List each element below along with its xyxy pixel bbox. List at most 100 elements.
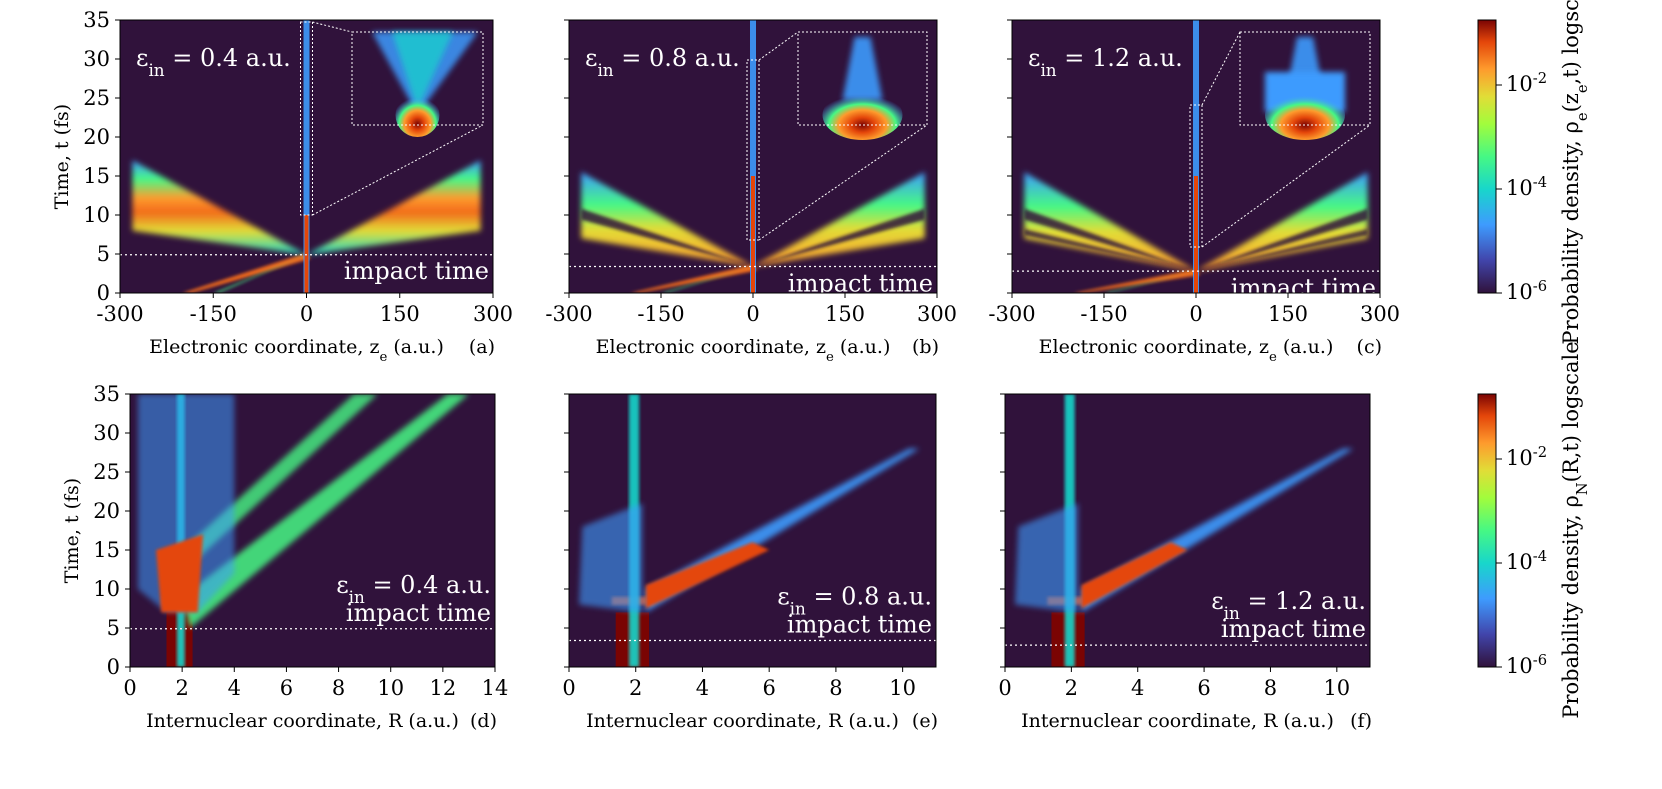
impact-label: impact time bbox=[346, 599, 491, 627]
x-tick-label: 2 bbox=[175, 676, 188, 700]
outgoing-fan-right bbox=[753, 172, 925, 267]
x-tick-label: 14 bbox=[482, 676, 509, 700]
outgoing-fan-left bbox=[1024, 172, 1196, 272]
panel-c: εin​ = 1.2 a.u.impact time-300-150015030… bbox=[988, 19, 1400, 365]
incoming-beam bbox=[182, 252, 311, 293]
impact-label: impact time bbox=[787, 610, 932, 638]
heatmap-features bbox=[1014, 394, 1354, 667]
x-axis-label: Internuclear coordinate, R (a.u.) bbox=[146, 710, 459, 732]
x-tick-label: 150 bbox=[825, 302, 865, 326]
x-tick-label: 0 bbox=[746, 302, 759, 326]
x-tick-label: 4 bbox=[228, 676, 241, 700]
y-tick-label: 5 bbox=[107, 616, 120, 640]
x-tick-label: 6 bbox=[762, 676, 775, 700]
excited-core bbox=[156, 534, 203, 613]
impact-label: impact time bbox=[1231, 274, 1376, 302]
y-axis-label: Time, t (fs) bbox=[61, 478, 83, 583]
x-axis-label: Electronic coordinate, ze​ (a.u.) bbox=[596, 336, 891, 365]
x-tick-label: 8 bbox=[829, 676, 842, 700]
dissociation-channel bbox=[182, 394, 469, 628]
x-tick-label: -150 bbox=[1080, 302, 1127, 326]
heatmap-features bbox=[581, 20, 925, 293]
y-tick-label: 10 bbox=[83, 203, 110, 227]
impact-label: impact time bbox=[344, 257, 489, 285]
dissociation-core bbox=[1081, 542, 1188, 609]
x-tick-label: 0 bbox=[562, 676, 575, 700]
inset-content bbox=[1265, 37, 1345, 140]
bound-column bbox=[1193, 20, 1199, 293]
x-tick-label: -300 bbox=[545, 302, 592, 326]
zoom-region bbox=[1189, 104, 1203, 248]
inset-frame bbox=[1239, 31, 1371, 126]
plot-frame bbox=[129, 393, 496, 668]
panel-tag: (d) bbox=[470, 710, 497, 732]
panel-tag: (a) bbox=[469, 336, 495, 358]
panel-tag: (b) bbox=[912, 336, 939, 358]
fan-gap2-right bbox=[1196, 229, 1368, 272]
x-tick-label: 2 bbox=[1065, 676, 1078, 700]
y-tick-label: 15 bbox=[83, 164, 110, 188]
y-tick-label: 30 bbox=[83, 47, 110, 71]
inset-frame bbox=[797, 31, 928, 126]
zoom-connector bbox=[1201, 31, 1241, 106]
colorbar-tick: 10-6​ bbox=[1506, 278, 1547, 305]
inset-core-blob bbox=[1265, 90, 1345, 140]
y-tick-label: 25 bbox=[93, 460, 120, 484]
incoming-beam-secondary bbox=[661, 266, 753, 293]
x-tick-label: -150 bbox=[637, 302, 684, 326]
fan-gap-right bbox=[753, 208, 925, 267]
outgoing-fan-right bbox=[1196, 172, 1368, 272]
x-tick-label: 150 bbox=[1268, 302, 1308, 326]
y-tick-label: 35 bbox=[93, 382, 120, 406]
zoom-region bbox=[746, 59, 760, 241]
incoming-beam-secondary bbox=[213, 254, 307, 293]
plot-frame bbox=[568, 393, 937, 668]
x-tick-label: 300 bbox=[917, 302, 957, 326]
y-tick-label: 30 bbox=[93, 421, 120, 445]
x-tick-label: -300 bbox=[988, 302, 1035, 326]
x-tick-label: 12 bbox=[429, 676, 456, 700]
x-tick-label: 10 bbox=[1323, 676, 1350, 700]
x-tick-label: 300 bbox=[473, 302, 513, 326]
x-axis-label: Electronic coordinate, ze​ (a.u.) bbox=[1039, 336, 1334, 365]
heatmap-features bbox=[132, 20, 481, 293]
panel-tag: (e) bbox=[912, 710, 938, 732]
colorbar-tick: 10-6​ bbox=[1506, 652, 1547, 679]
y-tick-label: 5 bbox=[97, 242, 110, 266]
y-tick-label: 0 bbox=[107, 655, 120, 679]
dissociation-channel bbox=[1081, 448, 1354, 613]
x-tick-label: 150 bbox=[380, 302, 420, 326]
bound-column-core bbox=[751, 176, 755, 293]
outgoing-fan-left bbox=[132, 160, 307, 255]
y-tick-label: 20 bbox=[83, 125, 110, 149]
x-tick-label: 6 bbox=[1197, 676, 1210, 700]
x-tick-label: 0 bbox=[123, 676, 136, 700]
inset-core-blob bbox=[395, 93, 440, 137]
dissociation-core bbox=[645, 542, 770, 609]
x-tick-label: 0 bbox=[1189, 302, 1202, 326]
x-tick-label: 8 bbox=[332, 676, 345, 700]
x-tick-label: -300 bbox=[96, 302, 143, 326]
x-tick-label: 8 bbox=[1264, 676, 1277, 700]
incoming-beam-secondary bbox=[1104, 271, 1196, 293]
x-tick-label: 10 bbox=[889, 676, 916, 700]
zoom-connector bbox=[312, 124, 484, 216]
panel-f: εin​ = 1.2 a.u.impact time0246810Internu… bbox=[998, 393, 1372, 732]
panel-tag: (c) bbox=[1357, 336, 1382, 358]
x-tick-label: 4 bbox=[1131, 676, 1144, 700]
x-tick-label: 10 bbox=[377, 676, 404, 700]
panel-e: εin​ = 0.8 a.u.impact time0246810Internu… bbox=[562, 393, 938, 732]
y-tick-label: 10 bbox=[93, 577, 120, 601]
y-axis-label: Time, t (fs) bbox=[51, 104, 73, 209]
colorbar-tick: 10-2​ bbox=[1506, 444, 1547, 471]
plot-frame bbox=[1004, 393, 1371, 668]
x-tick-label: 300 bbox=[1360, 302, 1400, 326]
x-axis-label: Internuclear coordinate, R (a.u.) bbox=[586, 710, 899, 732]
colorbar-electronic: 10-2​ 10-4​ 10-6​ Probability density, ρ… bbox=[1477, 0, 1591, 345]
inset-core-blob bbox=[822, 90, 903, 140]
fan-gap-left bbox=[581, 208, 753, 267]
outgoing-fan-right bbox=[306, 160, 481, 255]
x-axis-label: Internuclear coordinate, R (a.u.) bbox=[1021, 710, 1334, 732]
x-tick-label: 4 bbox=[696, 676, 709, 700]
